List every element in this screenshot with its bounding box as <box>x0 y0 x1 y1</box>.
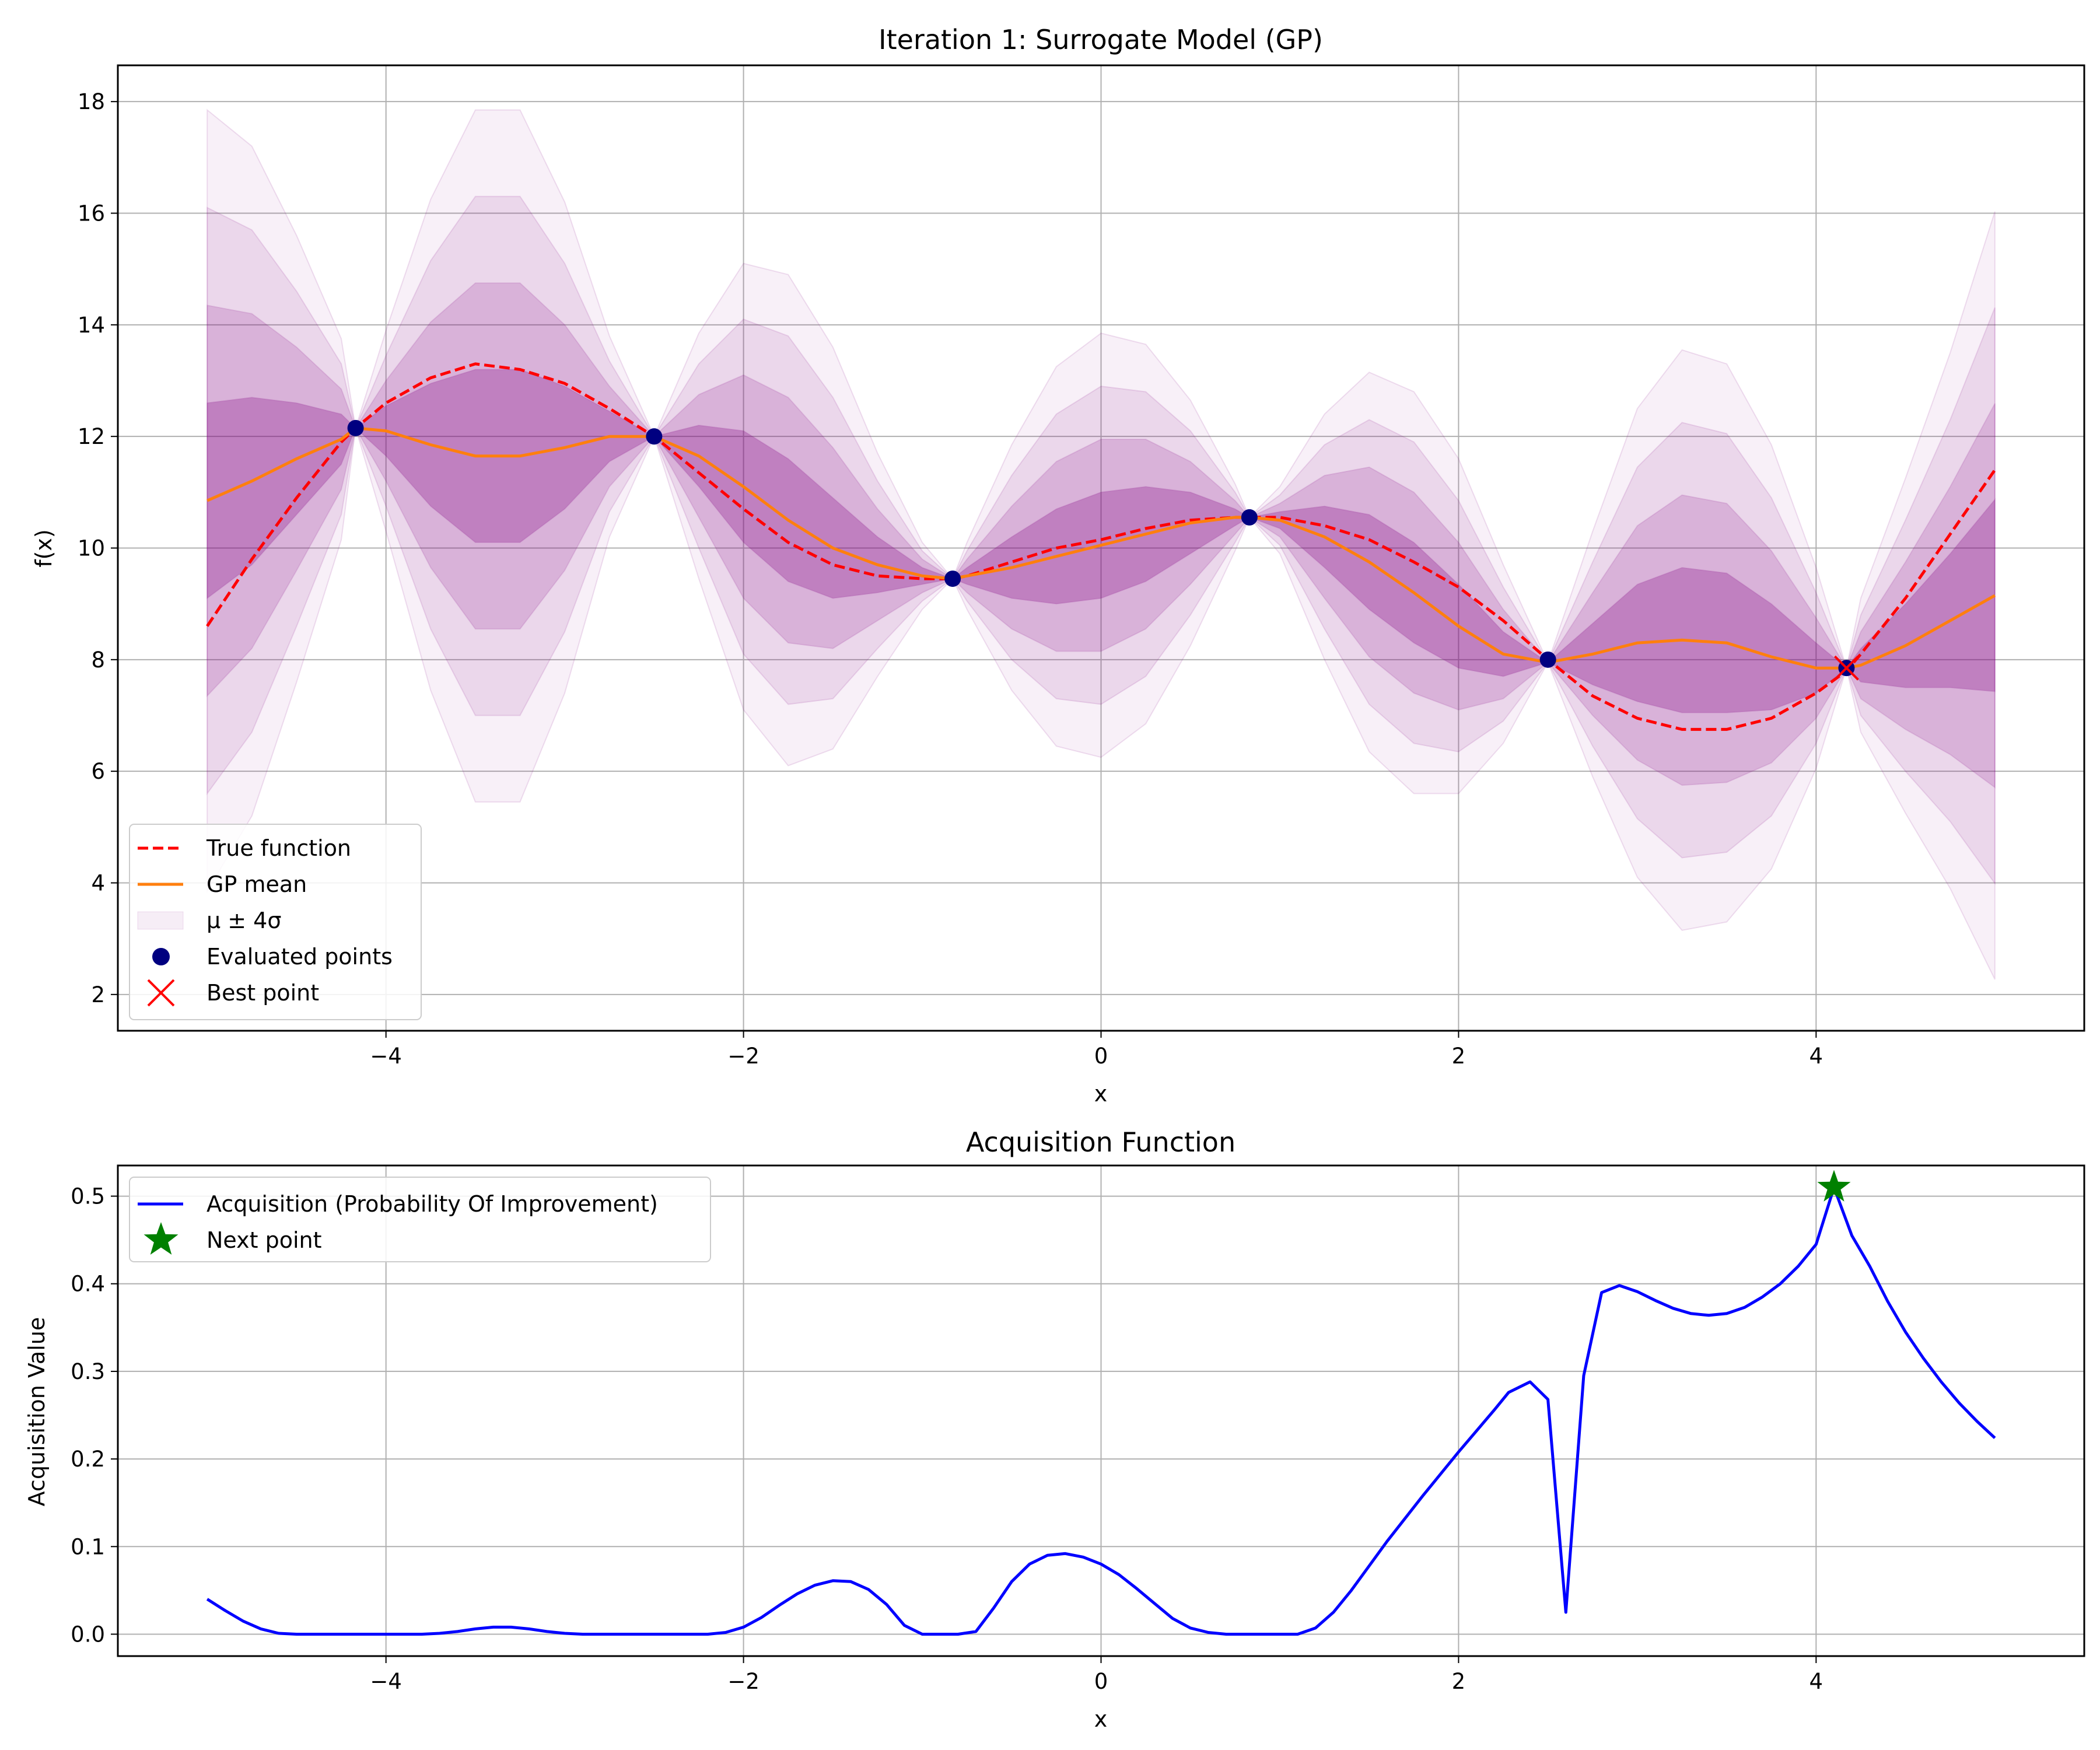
best-point-legend-label: Best point <box>206 980 319 1006</box>
evaluated-points-legend-label: Evaluated points <box>206 944 393 970</box>
true-function-legend-label: True function <box>206 835 351 861</box>
top-x-tick-label: 0 <box>1094 1044 1108 1069</box>
next-point-legend-swatch <box>144 1222 178 1255</box>
next-point-legend-label: Next point <box>206 1227 322 1253</box>
top-y-tick-label: 4 <box>91 870 105 895</box>
top-x-tick-label: −4 <box>370 1044 402 1069</box>
top-x-tick-label: −2 <box>727 1044 760 1069</box>
top-y-ticks: 2 4 6 8 10 12 14 16 18 <box>78 89 118 1007</box>
bottom-y-tick-label: 0.5 <box>71 1184 105 1209</box>
bottom-y-ticks: 0.0 0.1 0.2 0.3 0.4 0.5 <box>71 1184 118 1647</box>
top-plot-content <box>118 65 2084 1031</box>
bottom-y-tick-label: 0.2 <box>71 1447 105 1472</box>
top-y-tick-label: 16 <box>78 201 105 226</box>
bottom-chart-title: Acquisition Function <box>966 1126 1236 1158</box>
gp-mean-legend-label: GP mean <box>206 872 307 897</box>
acquisition-function-panel: Acquisition Function −4 −2 0 2 4 0.00.10.20.… <box>24 1126 2085 1732</box>
top-y-tick-label: 12 <box>78 424 105 449</box>
bottom-x-axis-label: x <box>1094 1706 1108 1732</box>
top-x-axis-label: x <box>1094 1081 1108 1107</box>
top-y-tick-label: 8 <box>91 648 105 673</box>
bottom-legend: Acquisition (Probability Of Improvement)… <box>129 1177 711 1262</box>
bottom-y-axis-label: Acquisition Value <box>24 1317 50 1507</box>
top-y-tick-label: 18 <box>78 89 105 114</box>
top-grid <box>118 65 2084 1031</box>
top-y-tick-label: 2 <box>91 982 105 1007</box>
best-point-legend-swatch <box>147 979 175 1007</box>
acquisition-line <box>206 1186 1996 1636</box>
best-point-marker <box>1834 655 1859 681</box>
bottom-legend-box <box>129 1177 711 1262</box>
confidence-band-1sigma <box>206 369 1996 713</box>
true-function-line <box>206 362 1996 731</box>
bottom-x-tick-label: −4 <box>370 1669 402 1694</box>
bottom-plot-content <box>118 1166 2084 1656</box>
evaluated-points-legend-swatch <box>152 948 170 965</box>
evaluated-point <box>1539 651 1556 668</box>
top-y-tick-label: 10 <box>78 536 105 561</box>
bottom-grid <box>118 1166 2084 1656</box>
bottom-x-tick-label: 0 <box>1094 1669 1108 1694</box>
top-y-axis-label: f(x) <box>31 529 57 568</box>
confidence-band-legend-swatch <box>137 911 184 930</box>
confidence-band-legend-label: μ ± 4σ <box>206 908 281 933</box>
top-plot-area <box>118 65 2084 1031</box>
bottom-x-tick-label: 2 <box>1452 1669 1466 1694</box>
top-x-ticks: −4 −2 0 2 4 <box>370 1031 1823 1069</box>
bottom-x-tick-label: 4 <box>1810 1669 1824 1694</box>
top-x-tick-label: 4 <box>1810 1044 1824 1069</box>
top-chart-title: Iteration 1: Surrogate Model (GP) <box>878 24 1323 55</box>
top-y-tick-label: 14 <box>78 313 105 338</box>
evaluated-point <box>646 428 663 445</box>
bottom-x-ticks: −4 −2 0 2 4 <box>370 1656 1823 1694</box>
surrogate-model-panel: Iteration 1: Surrogate Model (GP) −4 −2 0 2… <box>31 24 2085 1107</box>
evaluated-point <box>1241 509 1258 526</box>
top-legend: True function GP mean μ ± 4σ Evaluated p… <box>129 824 422 1020</box>
next-point-marker <box>1817 1170 1851 1202</box>
evaluated-point <box>347 419 364 436</box>
bottom-y-tick-label: 0.4 <box>71 1272 105 1297</box>
top-x-tick-label: 2 <box>1452 1044 1466 1069</box>
confidence-band-2sigma <box>206 282 1996 789</box>
bottom-x-tick-label: −2 <box>727 1669 760 1694</box>
bottom-y-tick-label: 0.3 <box>71 1359 105 1384</box>
acquisition-legend-label: Acquisition (Probability Of Improvement) <box>206 1191 658 1217</box>
top-y-tick-label: 6 <box>91 759 105 784</box>
top-legend-box <box>129 824 422 1020</box>
bottom-y-tick-label: 0.1 <box>71 1534 105 1559</box>
gp-mean-line <box>206 426 1996 670</box>
bottom-plot-area <box>118 1166 2084 1656</box>
bottom-y-tick-label: 0.0 <box>71 1622 105 1647</box>
evaluated-point <box>944 570 961 587</box>
